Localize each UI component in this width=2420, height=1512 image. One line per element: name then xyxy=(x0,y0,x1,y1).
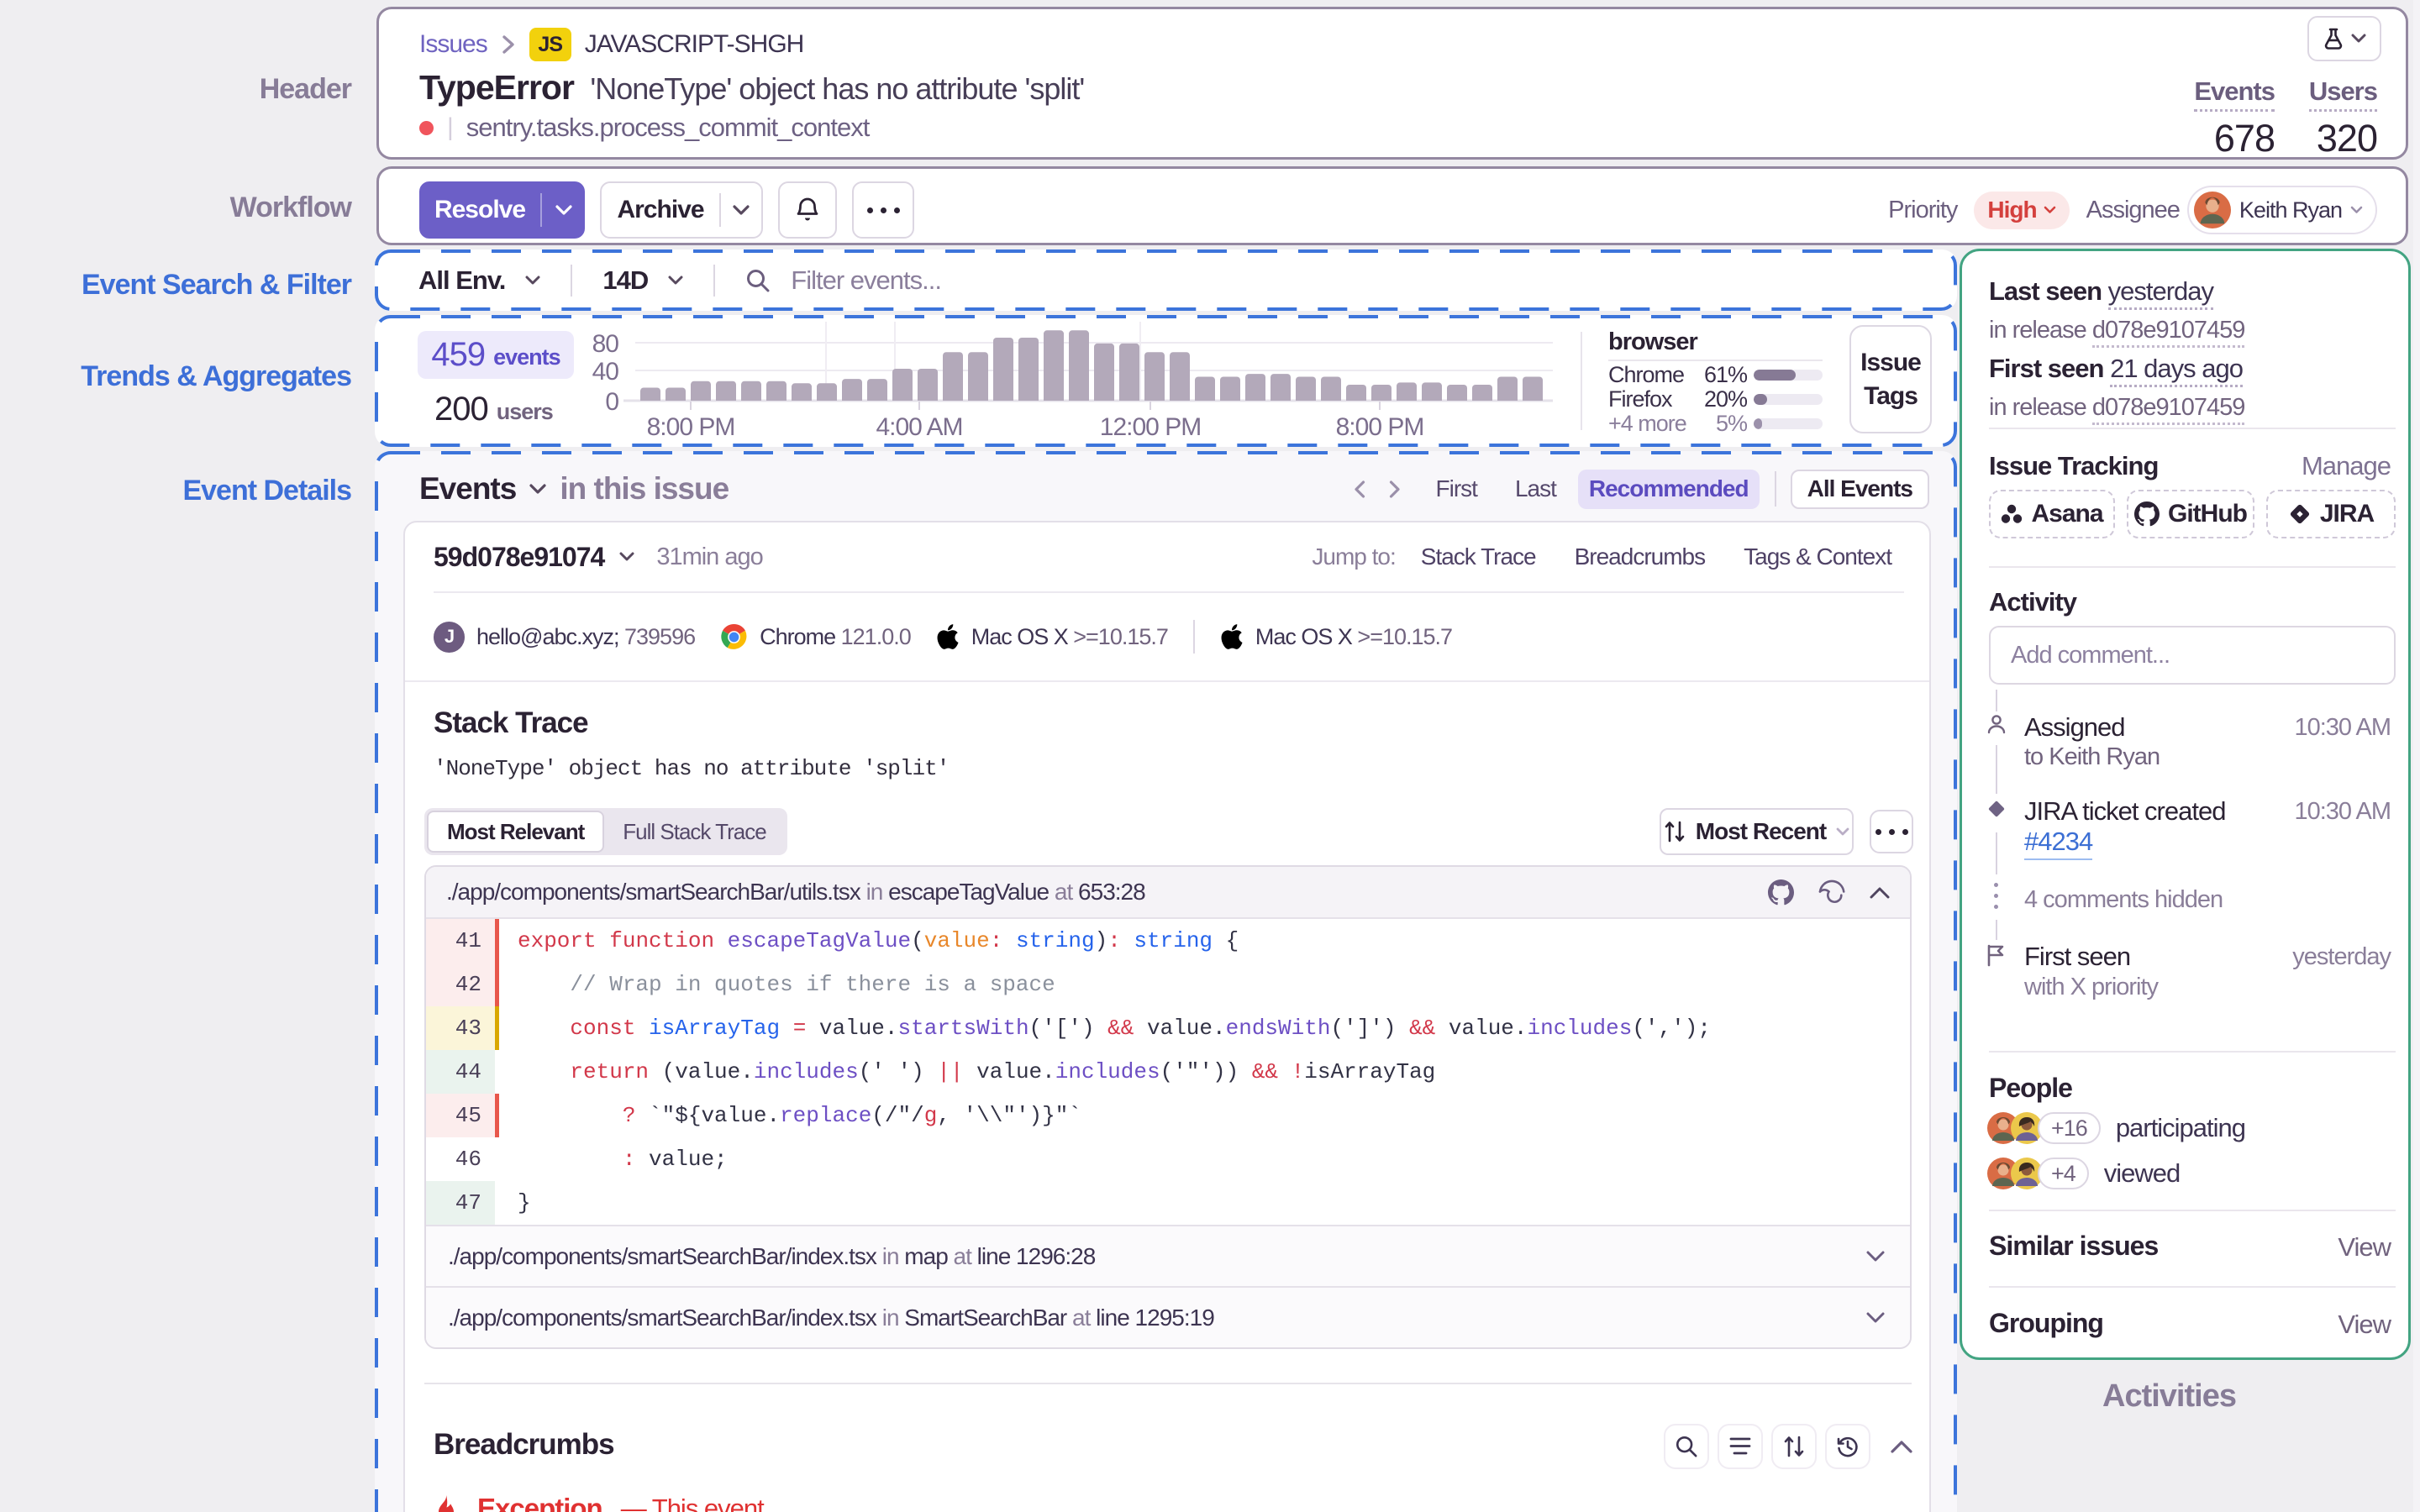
svg-text:8:00 PM: 8:00 PM xyxy=(647,413,735,441)
svg-text:8:00 PM: 8:00 PM xyxy=(1336,413,1424,441)
svg-text:0: 0 xyxy=(605,388,618,416)
svg-text:12:00 PM: 12:00 PM xyxy=(1100,413,1201,441)
svg-text:40: 40 xyxy=(592,358,619,386)
svg-text:80: 80 xyxy=(592,330,619,358)
svg-text:4:00 AM: 4:00 AM xyxy=(876,413,962,441)
